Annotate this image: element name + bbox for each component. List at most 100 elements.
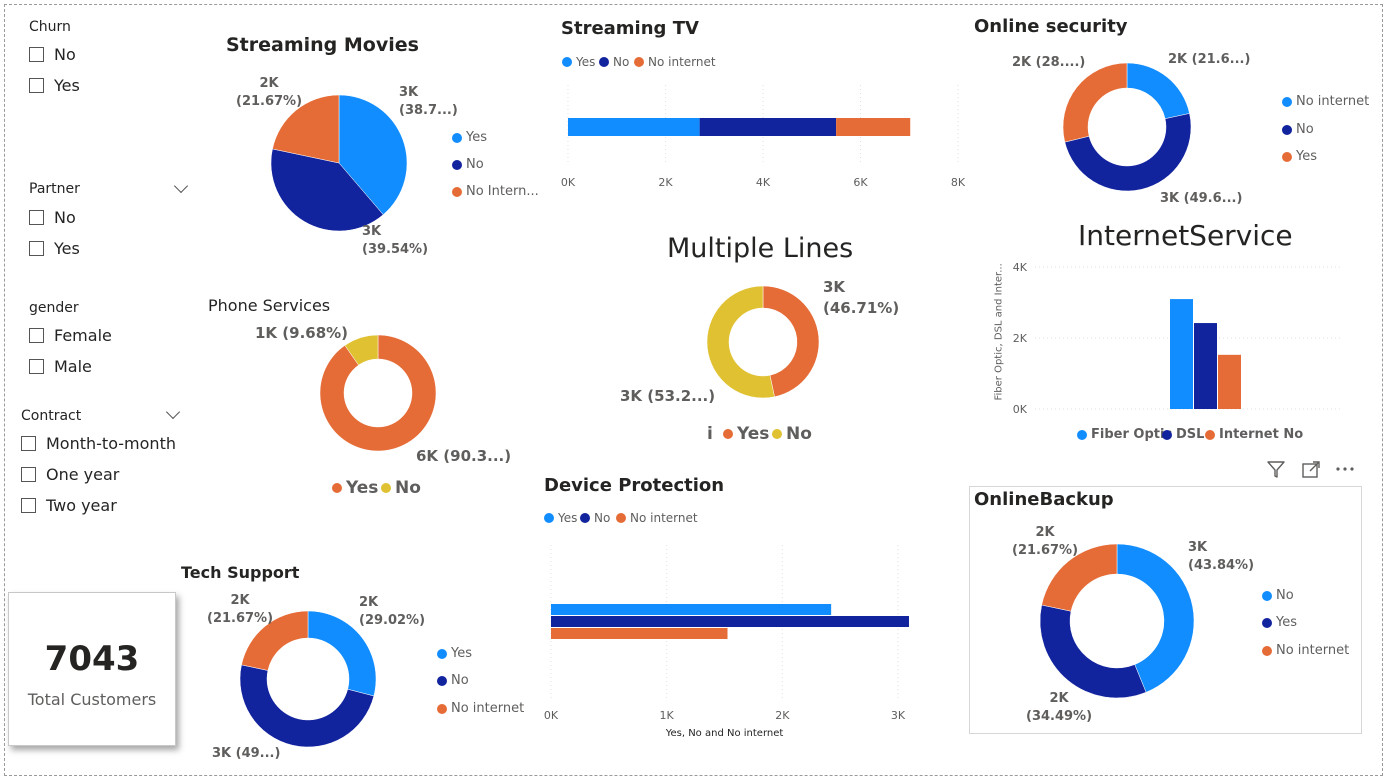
legend-item[interactable]: No	[1282, 122, 1314, 137]
legend-item[interactable]: No internet	[1282, 94, 1369, 109]
legend-dot	[1282, 151, 1292, 162]
legend-item[interactable]: No Intern...	[452, 184, 539, 199]
checkbox[interactable]	[29, 78, 44, 93]
pie-slice-yes[interactable]	[338, 94, 408, 216]
legend-item[interactable]: DSL	[1162, 427, 1204, 442]
legend-dot	[437, 648, 447, 659]
legend-dot	[1262, 617, 1272, 628]
legend-item[interactable]: No	[1262, 588, 1294, 603]
legend-item[interactable]: Yes	[562, 55, 595, 69]
legend-item[interactable]: Yes	[332, 478, 378, 498]
pie-slice-no[interactable]	[706, 285, 775, 399]
legend-item[interactable]: Yes	[723, 424, 769, 444]
legend-item[interactable]: No internet	[634, 55, 716, 69]
checkbox[interactable]	[21, 436, 36, 451]
slicer-contract-title: Contract	[21, 408, 82, 424]
legend-info-icon[interactable]: i	[707, 424, 713, 444]
checkbox[interactable]	[21, 498, 36, 513]
slicer-churn-option-no[interactable]: No	[29, 45, 76, 64]
y-tick-label: 4K	[1013, 261, 1028, 274]
bar-segment-yes[interactable]	[568, 118, 700, 136]
legend-item[interactable]: No internet	[1262, 643, 1349, 658]
pie-slice-no-internet[interactable]	[1041, 543, 1118, 612]
pie-slice-yes[interactable]	[762, 285, 820, 398]
data-label: 3K (39.54%)	[362, 224, 429, 257]
legend-item[interactable]: No	[599, 55, 629, 69]
legend-item[interactable]: Yes	[437, 646, 472, 661]
legend-dot	[544, 513, 554, 523]
pie-slice-no-internet[interactable]	[241, 610, 309, 671]
visual-title: Phone Services	[208, 296, 331, 315]
pie-slice-no-internet[interactable]	[272, 94, 340, 164]
legend-dot	[437, 703, 447, 714]
focus-mode-icon[interactable]	[1301, 460, 1321, 480]
slicer-churn-option-yes[interactable]: Yes	[29, 76, 80, 95]
data-label: 3K (46.71%)	[823, 278, 900, 317]
legend-item[interactable]: Yes	[1262, 615, 1297, 630]
checkbox[interactable]	[29, 47, 44, 62]
legend-item[interactable]: No	[772, 424, 812, 444]
checkbox[interactable]	[21, 467, 36, 482]
visual-title: Streaming Movies	[226, 34, 419, 56]
slicer-contract-option-one-year[interactable]: One year	[21, 465, 119, 484]
checkbox[interactable]	[29, 241, 44, 256]
more-options-icon[interactable]	[1335, 465, 1357, 475]
column-fiber-optic[interactable]	[1170, 299, 1193, 409]
slicer-gender-option-male[interactable]: Male	[29, 357, 92, 376]
checkbox[interactable]	[29, 328, 44, 343]
legend-dot	[437, 675, 447, 686]
x-tick-label: 0K	[561, 176, 576, 189]
pie-slice-yes[interactable]	[319, 334, 437, 452]
online-backup-frame[interactable]	[969, 486, 1362, 734]
legend-dot	[634, 57, 644, 67]
legend-item[interactable]: Yes	[1282, 149, 1317, 164]
card-value: 7043	[44, 639, 140, 679]
pie-slice-no[interactable]	[270, 148, 384, 232]
data-label: 3K (53.2...)	[620, 387, 716, 405]
pie-slice-no[interactable]	[1116, 543, 1195, 693]
slicer-partner-option-yes[interactable]: Yes	[29, 239, 80, 258]
pie-slice-no[interactable]	[239, 664, 375, 748]
data-label: 3K (43.84%)	[1188, 540, 1255, 573]
data-label: 2K (21.6...)	[1168, 52, 1251, 67]
legend-dot	[772, 429, 782, 439]
visual-title: Online security	[974, 16, 1128, 37]
data-label: 3K (38.7...)	[399, 85, 458, 118]
streaming-tv-bar-chart: 0K 2K 4K 6K 8K	[561, 85, 966, 189]
legend-item[interactable]: Internet No	[1205, 427, 1303, 442]
checkbox[interactable]	[29, 210, 44, 225]
slicer-gender-option-female[interactable]: Female	[29, 326, 112, 345]
total-customers-card[interactable]: 7043 Total Customers	[8, 592, 176, 746]
legend-item[interactable]: No	[381, 478, 421, 498]
bar-segment-no-internet[interactable]	[836, 118, 911, 136]
legend-item[interactable]: Yes	[452, 130, 487, 145]
legend-item[interactable]: No internet	[437, 701, 524, 716]
bar-segment-no[interactable]	[699, 118, 837, 136]
bar-no[interactable]	[551, 616, 909, 627]
bar-no-internet[interactable]	[551, 628, 728, 639]
data-label: 2K (28....)	[1012, 55, 1086, 70]
slicer-contract-option-two-year[interactable]: Two year	[21, 496, 117, 515]
legend-item[interactable]: No	[452, 157, 484, 172]
slicer-partner-option-no[interactable]: No	[29, 208, 76, 227]
y-axis-title: Fiber Optic, DSL and Inter...	[993, 263, 1005, 401]
slicer-contract-option-month-to-month[interactable]: Month-to-month	[21, 434, 176, 453]
legend-item[interactable]: Fiber Optic	[1077, 427, 1172, 442]
legend-item[interactable]: No	[580, 511, 610, 525]
x-tick-label: 1K	[660, 709, 675, 722]
legend-item[interactable]: Yes	[544, 511, 577, 525]
filter-icon[interactable]	[1266, 459, 1286, 479]
pie-slice-yes[interactable]	[1039, 604, 1147, 699]
checkbox[interactable]	[29, 359, 44, 374]
legend-item[interactable]: No internet	[616, 511, 698, 525]
x-tick-label: 8K	[951, 176, 966, 189]
column-internet-no[interactable]	[1218, 354, 1241, 409]
x-tick-label: 6K	[853, 176, 868, 189]
online-backup-donut	[1039, 543, 1195, 699]
pie-slice-no[interactable]	[344, 334, 379, 366]
legend-dot	[452, 186, 462, 197]
column-dsl[interactable]	[1194, 323, 1217, 409]
visual-title: InternetService	[1078, 219, 1293, 252]
legend-item[interactable]: No	[437, 673, 469, 688]
bar-yes[interactable]	[551, 604, 832, 615]
